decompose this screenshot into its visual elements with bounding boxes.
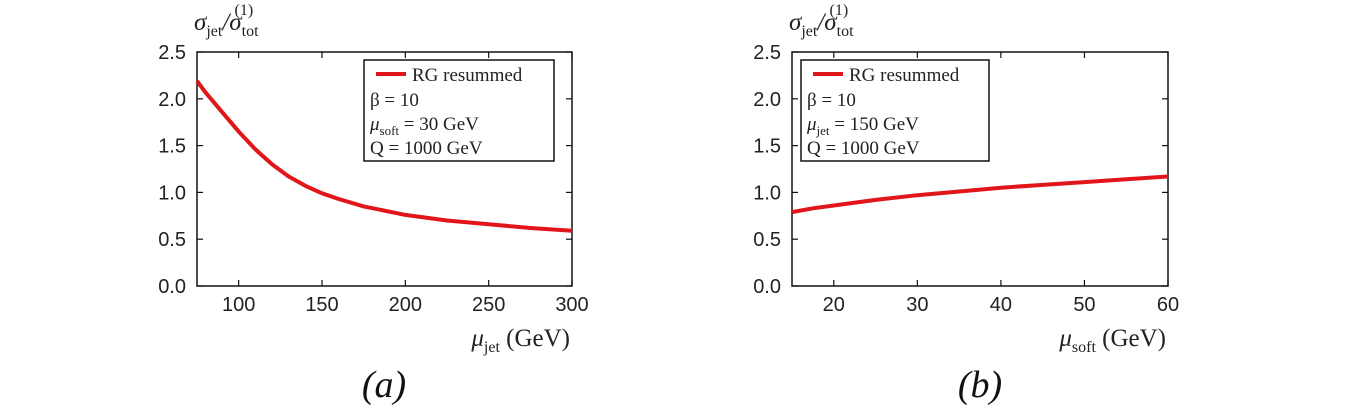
y-tick-label: 0.0 bbox=[158, 276, 186, 298]
x-tick-label: 50 bbox=[1073, 294, 1095, 316]
y-tick-label: 1.5 bbox=[158, 136, 186, 158]
legend-box bbox=[363, 59, 555, 162]
y-tick-label: 1.5 bbox=[753, 136, 781, 158]
x-tick-label: 300 bbox=[555, 294, 588, 316]
legend-series-label: RG resummed bbox=[412, 65, 523, 86]
x-axis-label: μjet (GeV) bbox=[470, 325, 570, 356]
y-tick-label: 0.5 bbox=[753, 229, 781, 251]
legend-series-label: RG resummed bbox=[849, 65, 960, 86]
x-tick-label: 60 bbox=[1157, 294, 1179, 316]
series-line-rg-resummed bbox=[195, 79, 573, 233]
x-tick-label: 20 bbox=[823, 294, 845, 316]
legend-box bbox=[800, 59, 990, 162]
x-tick-label: 200 bbox=[389, 294, 422, 316]
legend-param-line: μjet = 150 GeV bbox=[806, 114, 919, 138]
legend-param-line: Q = 1000 GeV bbox=[370, 138, 483, 159]
x-tick-label: 250 bbox=[472, 294, 505, 316]
plot-frame bbox=[196, 51, 573, 287]
legend-param-line: β = 10 bbox=[370, 90, 419, 111]
plot-frame bbox=[791, 51, 1169, 287]
y-tick-label: 0.5 bbox=[158, 229, 186, 251]
x-tick-label: 100 bbox=[222, 294, 255, 316]
panel-caption: (b) bbox=[958, 364, 1002, 406]
x-tick-label: 150 bbox=[305, 294, 338, 316]
legend-param-line: Q = 1000 GeV bbox=[807, 138, 920, 159]
x-tick-label: 30 bbox=[906, 294, 928, 316]
y-tick-label: 2.0 bbox=[158, 89, 186, 111]
legend-param-line: μsoft = 30 GeV bbox=[369, 114, 479, 138]
y-tick-label: 1.0 bbox=[158, 182, 186, 204]
y-axis-label: σjet/σtot(1) bbox=[194, 2, 259, 40]
y-axis-label: σjet/σtot(1) bbox=[789, 2, 854, 40]
y-tick-label: 1.0 bbox=[753, 182, 781, 204]
y-tick-label: 0.0 bbox=[753, 276, 781, 298]
y-tick-label: 2.0 bbox=[753, 89, 781, 111]
series-line-rg-resummed bbox=[791, 174, 1169, 215]
legend-param-line: β = 10 bbox=[807, 90, 856, 111]
y-tick-label: 2.5 bbox=[753, 42, 781, 64]
panel-caption: (a) bbox=[362, 364, 406, 406]
chart-panel-b: 20 30 40 50 60 0.0 0.5 1.0 1.5 2.0 2.5 σjet/σtot(1)… bbox=[753, 2, 1179, 406]
y-tick-label: 2.5 bbox=[158, 42, 186, 64]
chart-panel-a: 100 150 200 250 300 0.0 0.5 1.0 1.5 2.0 2.5 σjet/σt… bbox=[158, 2, 589, 406]
x-axis-label: μsoft (GeV) bbox=[1058, 325, 1166, 356]
x-tick-label: 40 bbox=[990, 294, 1012, 316]
